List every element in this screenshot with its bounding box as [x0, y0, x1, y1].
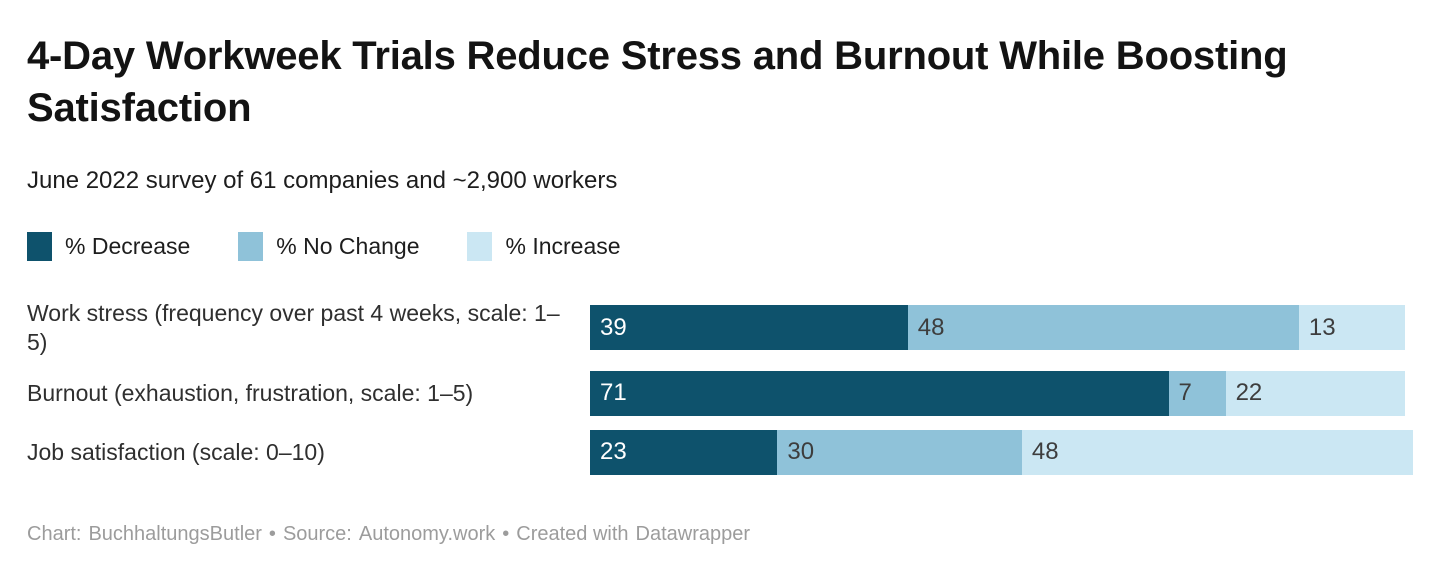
legend-item-increase: % Increase — [467, 232, 621, 261]
footer-datawrapper-link[interactable]: Datawrapper — [635, 522, 751, 545]
footer-source-label: Source: — [282, 522, 352, 545]
stacked-bar: 71 7 22 — [590, 370, 1413, 416]
bar-value-label: 23 — [600, 438, 627, 465]
legend-swatch-decrease — [27, 232, 52, 261]
bar-value-label: 22 — [1235, 379, 1263, 406]
legend-label: % No Change — [276, 233, 420, 259]
stacked-bar: 23 30 48 — [590, 429, 1413, 475]
footer-separator: • — [502, 522, 510, 545]
category-label: Burnout (exhaustion, frustration, scale:… — [27, 379, 474, 406]
chart-title: 4-Day Workweek Trials Reduce Stress and … — [27, 34, 1288, 130]
legend-item-no-change: % No Change — [238, 232, 419, 261]
category-label: Work stress (frequency over past 4 weeks… — [27, 300, 560, 355]
stacked-bar: 39 48 13 — [590, 305, 1413, 351]
bar-segment-decrease: 39 — [590, 305, 908, 351]
footer-separator: • — [268, 522, 276, 545]
bar-segment-no-change: 30 — [777, 429, 1022, 475]
chart-subtitle: June 2022 survey of 61 companies and ~2,… — [27, 167, 618, 194]
legend-label: % Increase — [505, 233, 621, 259]
footer-credits: Chart: BuchhaltungsButler • Source: Auto… — [27, 523, 1413, 546]
bar-segment-increase: 48 — [1021, 429, 1413, 475]
bar-row-work-stress: Work stress (frequency over past 4 weeks… — [27, 299, 1413, 357]
legend-item-decrease: % Decrease — [27, 232, 190, 261]
legend-swatch-increase — [467, 232, 493, 261]
bar-value-label: 48 — [917, 313, 945, 341]
bar-value-label: 7 — [1178, 379, 1192, 406]
bar-value-label: 39 — [600, 313, 627, 341]
bar-row-burnout-exhaustion: Burnout (exhaustion, frustration, scale:… — [27, 370, 1413, 416]
legend-label: % Decrease — [65, 233, 191, 259]
bar-row-job-satisfaction: Job satisfaction (scale: 0–10) 23 30 48 — [27, 429, 1413, 475]
footer-source-link[interactable]: Autonomy.work — [358, 522, 496, 545]
bar-segment-increase: 13 — [1298, 305, 1405, 351]
bar-segment-no-change: 48 — [907, 305, 1299, 351]
bar-segment-decrease: 71 — [590, 370, 1169, 416]
bar-segment-decrease: 23 — [590, 429, 778, 475]
bar-value-label: 48 — [1031, 438, 1059, 465]
bar-value-label: 30 — [787, 438, 815, 465]
legend: % Decrease % No Change % Increase — [27, 232, 1413, 261]
bar-value-label: 13 — [1308, 313, 1336, 341]
footer-chart-label: Chart: — [27, 522, 82, 545]
legend-swatch-no-change — [238, 232, 264, 261]
bar-segment-no-change: 7 — [1168, 370, 1226, 416]
bar-value-label: 71 — [600, 379, 627, 406]
bar-segment-increase: 22 — [1225, 370, 1405, 416]
stacked-bar-chart: Work stress (frequency over past 4 weeks… — [27, 299, 1413, 475]
footer-chart-credit-link[interactable]: BuchhaltungsButler — [88, 522, 262, 545]
footer-created-label: Created with — [516, 522, 629, 545]
category-label: Job satisfaction (scale: 0–10) — [27, 438, 325, 465]
